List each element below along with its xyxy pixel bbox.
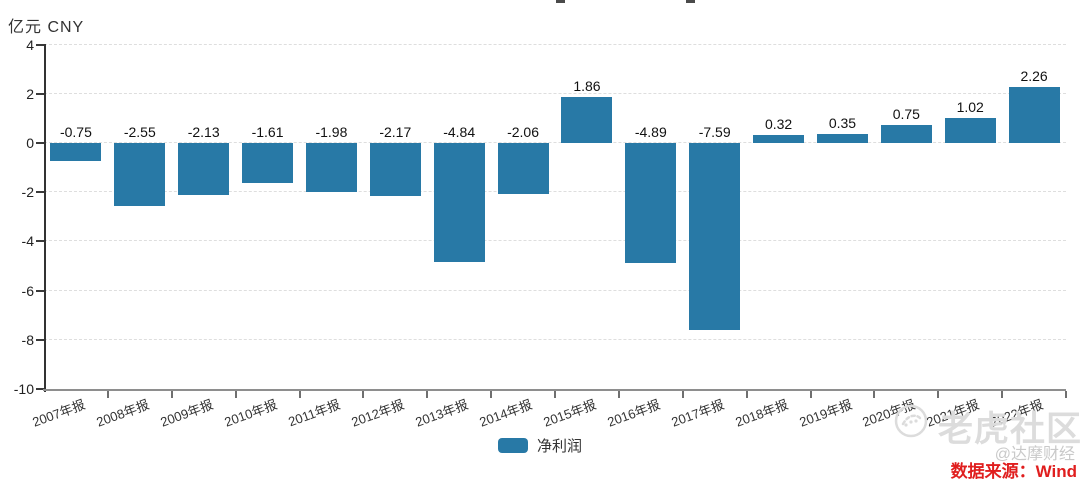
legend-label: 净利润 xyxy=(536,438,582,455)
x-tick-mark xyxy=(234,391,237,398)
x-category-label: 2015年报 xyxy=(541,396,599,430)
x-category-label: 2007年报 xyxy=(30,396,88,430)
bar[interactable] xyxy=(242,143,294,183)
y-tick-label: 4 xyxy=(26,36,34,53)
bar[interactable] xyxy=(944,117,996,143)
x-tick-mark xyxy=(681,391,684,398)
bar[interactable] xyxy=(433,143,485,263)
bar[interactable] xyxy=(753,135,805,143)
x-category-label: 2018年报 xyxy=(732,396,790,430)
x-tick-mark xyxy=(873,391,876,398)
value-label: 0.75 xyxy=(892,105,920,122)
y-tick-label: -10 xyxy=(13,381,34,397)
watermark-author: @达摩财经 xyxy=(994,446,1075,463)
bar[interactable] xyxy=(178,143,230,196)
y-tick-label: -8 xyxy=(21,331,34,348)
x-tick-mark xyxy=(745,391,748,398)
bar[interactable] xyxy=(497,143,549,194)
x-tick-mark xyxy=(106,391,109,398)
x-category-label: 2009年报 xyxy=(158,396,215,430)
gridline xyxy=(44,289,1066,291)
bar[interactable] xyxy=(114,143,166,206)
x-tick-mark xyxy=(362,391,365,398)
y-tick-label: -6 xyxy=(21,282,34,299)
x-tick-mark xyxy=(554,391,556,398)
x-category-label: 2013年报 xyxy=(413,396,471,430)
value-label: -7.59 xyxy=(698,124,731,140)
legend-swatch-icon xyxy=(497,438,528,453)
value-label: 2.26 xyxy=(1020,68,1048,85)
value-label: -4.89 xyxy=(634,124,667,140)
data-source-note: 数据来源：Wind xyxy=(950,462,1077,480)
value-label: -2.06 xyxy=(507,124,540,140)
x-category-label: 2011年报 xyxy=(286,396,343,430)
y-tick-mark xyxy=(36,92,44,95)
value-label: 1.02 xyxy=(956,98,984,115)
x-category-label: 2019年报 xyxy=(796,396,854,430)
cropped-title-remnant xyxy=(556,0,565,3)
value-label: -4.84 xyxy=(443,124,476,140)
x-tick-mark xyxy=(1001,391,1004,398)
y-axis-unit-label: 亿元 CNY xyxy=(8,19,85,36)
x-tick-mark xyxy=(1065,391,1067,398)
y-tick-mark xyxy=(36,191,44,194)
y-tick-mark xyxy=(36,43,44,46)
x-tick-mark xyxy=(170,391,173,398)
x-category-label: 2012年报 xyxy=(349,396,407,430)
bar[interactable] xyxy=(369,143,421,197)
gridline xyxy=(44,338,1066,340)
bar[interactable] xyxy=(816,134,868,143)
x-category-label: 2008年报 xyxy=(94,396,151,430)
value-label: -1.61 xyxy=(251,124,284,140)
x-tick-mark xyxy=(490,391,493,398)
value-label: -2.55 xyxy=(123,124,156,140)
bar[interactable] xyxy=(689,143,741,330)
value-label: -2.17 xyxy=(379,124,412,140)
x-tick-mark xyxy=(298,391,301,398)
x-category-label: 2014年报 xyxy=(477,396,535,430)
legend[interactable]: 净利润 xyxy=(0,435,1080,456)
y-tick-label: -2 xyxy=(21,184,34,201)
bar[interactable] xyxy=(305,143,357,192)
y-axis-line xyxy=(44,44,46,392)
bar[interactable] xyxy=(1008,87,1060,143)
watermark-community: 老虎社区 xyxy=(938,410,1080,449)
gridline xyxy=(44,92,1066,94)
gridline xyxy=(44,142,1066,143)
bar[interactable] xyxy=(625,143,677,264)
cropped-title-remnant xyxy=(686,0,695,3)
tiger-logo-icon xyxy=(894,404,928,438)
value-label: 0.35 xyxy=(828,115,857,132)
y-tick-label: 2 xyxy=(26,85,34,102)
x-axis-line xyxy=(43,389,1066,391)
y-tick-mark xyxy=(36,240,44,243)
gridline xyxy=(44,191,1066,193)
value-label: -0.75 xyxy=(59,124,92,140)
x-category-label: 2016年报 xyxy=(605,396,662,430)
y-tick-mark xyxy=(36,388,44,390)
y-tick-mark xyxy=(36,289,44,292)
value-label: -1.98 xyxy=(315,124,348,140)
x-tick-mark xyxy=(426,391,429,398)
bar[interactable] xyxy=(561,97,613,143)
y-tick-mark xyxy=(36,142,44,144)
x-tick-mark xyxy=(937,391,940,398)
bar[interactable] xyxy=(50,143,102,162)
x-category-label: 2010年报 xyxy=(221,396,279,430)
y-tick-label: -4 xyxy=(21,233,34,250)
x-tick-mark xyxy=(809,391,812,398)
y-tick-mark xyxy=(36,338,44,341)
value-label: 1.86 xyxy=(573,78,601,95)
value-label: 0.32 xyxy=(764,116,793,133)
x-tick-mark xyxy=(617,391,620,398)
gridline xyxy=(44,240,1066,242)
x-category-label: 2017年报 xyxy=(669,396,726,430)
value-label: -2.13 xyxy=(187,124,220,140)
gridline xyxy=(44,43,1066,45)
bar[interactable] xyxy=(880,124,932,143)
y-tick-label: 0 xyxy=(26,135,34,151)
